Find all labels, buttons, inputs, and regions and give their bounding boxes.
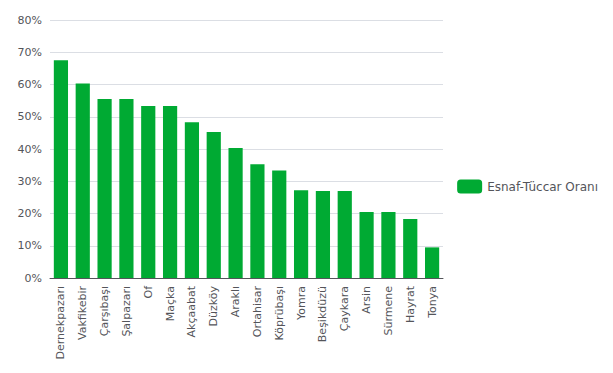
svg-text:Araklı: Araklı: [229, 286, 242, 317]
svg-text:0%: 0%: [25, 272, 42, 285]
svg-text:Çarşıbaşı: Çarşıbaşı: [98, 286, 111, 336]
svg-text:Köprübaşı: Köprübaşı: [273, 286, 286, 340]
svg-text:Akçaabat: Akçaabat: [185, 285, 198, 337]
svg-text:Ortahisar: Ortahisar: [251, 286, 264, 338]
svg-text:Esnaf-Tüccar Oranı: Esnaf-Tüccar Oranı: [487, 180, 598, 194]
svg-text:Maçka: Maçka: [164, 286, 177, 321]
svg-text:Arsin: Arsin: [360, 286, 373, 314]
svg-text:Düzköy: Düzköy: [207, 286, 220, 327]
svg-text:Sürmene: Sürmene: [382, 286, 395, 336]
svg-text:60%: 60%: [18, 78, 42, 91]
svg-text:30%: 30%: [18, 175, 42, 188]
svg-text:Tonya: Tonya: [426, 286, 439, 319]
svg-text:Şalpazarı: Şalpazarı: [120, 286, 133, 337]
svg-text:Dernekpazarı: Dernekpazarı: [54, 286, 67, 360]
svg-text:10%: 10%: [18, 239, 42, 252]
svg-text:Of: Of: [142, 285, 155, 299]
svg-text:20%: 20%: [18, 207, 42, 220]
svg-text:Hayrat: Hayrat: [404, 285, 417, 323]
svg-text:Yomra: Yomra: [295, 286, 308, 321]
svg-text:70%: 70%: [18, 46, 42, 59]
svg-text:Vakfikebir: Vakfikebir: [76, 286, 89, 340]
svg-text:Beşikdüzü: Beşikdüzü: [316, 286, 329, 342]
svg-text:50%: 50%: [18, 110, 42, 123]
svg-text:80%: 80%: [18, 14, 42, 27]
svg-text:40%: 40%: [18, 143, 42, 156]
svg-text:Çaykara: Çaykara: [338, 286, 351, 331]
